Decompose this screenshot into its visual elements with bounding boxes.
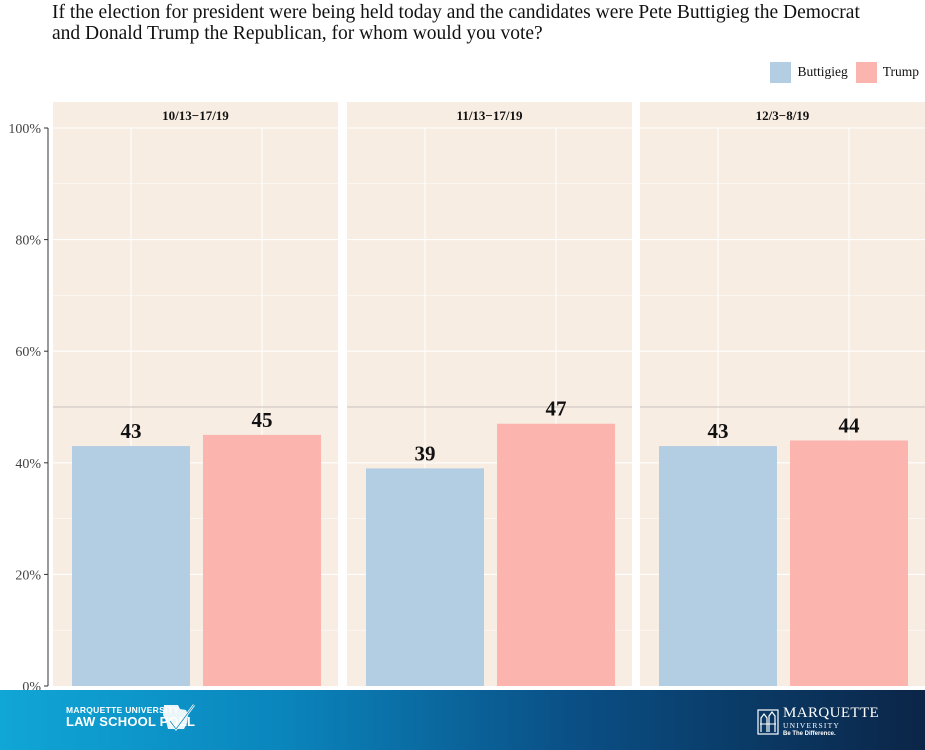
data-label: 45 xyxy=(252,408,273,432)
legend: Buttigieg Trump xyxy=(762,61,919,83)
y-tick-label: 80% xyxy=(15,234,41,249)
legend-swatch-buttigieg xyxy=(770,61,792,83)
law-school-poll-logo: MARQUETTE UNIVERSITY LAW SCHOOL POLL xyxy=(66,705,195,729)
data-label: 44 xyxy=(839,413,861,437)
facet-strip-label: 12/3−8/19 xyxy=(756,108,810,123)
data-label: 47 xyxy=(546,397,567,421)
y-tick-label: 20% xyxy=(15,568,41,583)
legend-item-trump: Trump xyxy=(855,61,919,83)
chart-svg: 0% 20% 40% 60% 80% 100% 10/13−17/19 43 45 11/13−1… xyxy=(8,102,925,690)
legend-label-buttigieg: Buttigieg xyxy=(797,64,848,79)
bar-buttigieg-3 xyxy=(659,446,777,686)
legend-item-buttigieg: Buttigieg xyxy=(770,61,848,83)
law-school-poll-logo-line1: MARQUETTE UNIVERSITY xyxy=(66,705,180,715)
data-label: 39 xyxy=(415,441,436,465)
y-tick-label: 60% xyxy=(15,345,41,360)
chart-title: If the election for president were being… xyxy=(52,2,860,44)
y-tick-label: 100% xyxy=(8,122,41,137)
data-label: 43 xyxy=(121,419,142,443)
facet-strip-label: 11/13−17/19 xyxy=(457,108,523,123)
y-tick-label: 0% xyxy=(22,680,41,690)
y-tick-label: 40% xyxy=(15,457,41,472)
marquette-university-logo: MARQUETTE UNIVERSITY Be The Difference. xyxy=(757,706,879,738)
facet-strip xyxy=(53,102,338,128)
data-label: 43 xyxy=(708,419,729,443)
bar-trump-1 xyxy=(203,434,321,686)
facet-strip-label: 10/13−17/19 xyxy=(162,108,229,123)
facet-strip xyxy=(347,102,632,128)
bar-trump-2 xyxy=(497,423,615,686)
marquette-seal-icon xyxy=(757,709,779,735)
law-school-poll-logo-line2: LAW SCHOOL POLL xyxy=(66,714,196,729)
bar-trump-3 xyxy=(790,440,908,686)
bar-buttigieg-2 xyxy=(366,468,484,686)
bar-buttigieg-1 xyxy=(72,446,190,686)
marquette-logo-university: UNIVERSITY xyxy=(783,721,840,730)
wisconsin-check-icon xyxy=(163,704,195,731)
legend-label-trump: Trump xyxy=(882,64,919,79)
facet-strip xyxy=(640,102,925,128)
legend-swatch-trump xyxy=(855,61,877,83)
marquette-logo-tagline: Be The Difference. xyxy=(783,731,836,737)
marquette-logo-wordmark: MARQUETTE xyxy=(783,705,880,721)
footer-banner: MARQUETTE UNIVERSITY LAW SCHOOL POLL MAR… xyxy=(0,690,925,750)
